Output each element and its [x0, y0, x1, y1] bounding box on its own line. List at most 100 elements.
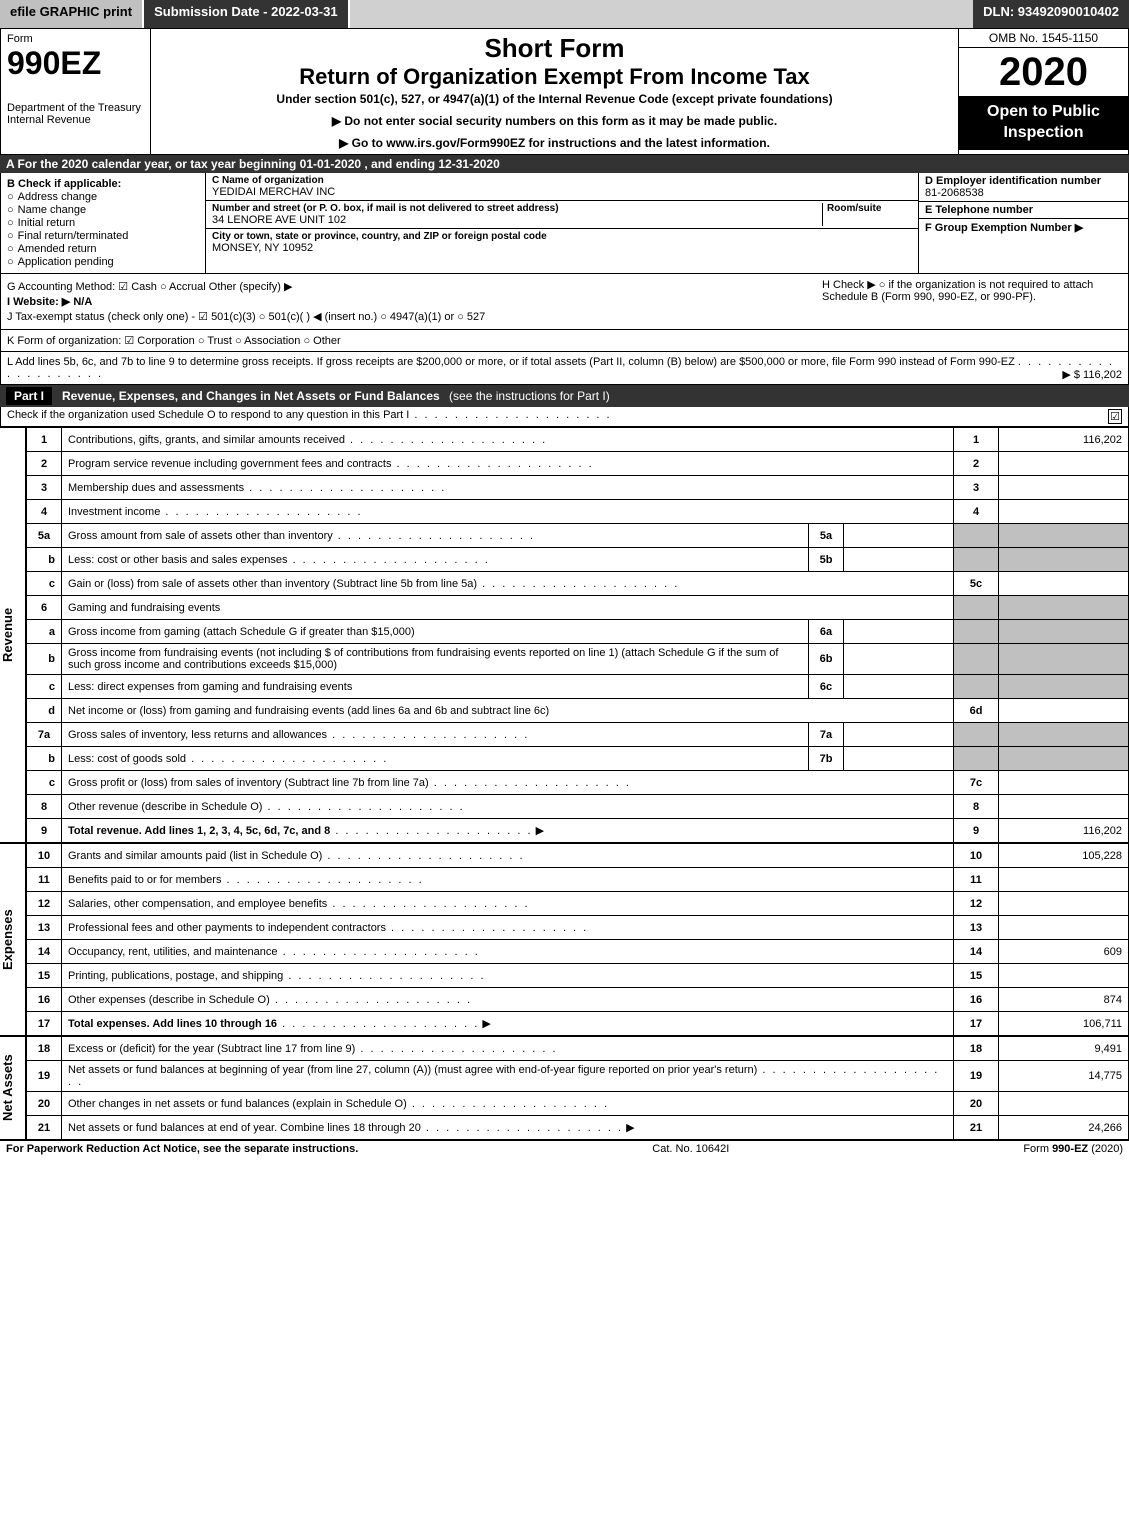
- l1-desc: Contributions, gifts, grants, and simila…: [68, 434, 547, 446]
- addr-value: 34 LENORE AVE UNIT 102: [212, 214, 822, 226]
- l20-rnum: 20: [954, 1092, 999, 1116]
- l5c-num: c: [27, 572, 62, 596]
- l14-num: 14: [27, 940, 62, 964]
- line-7c: c Gross profit or (loss) from sales of i…: [27, 771, 1129, 795]
- netassets-section: Net Assets 18 Excess or (deficit) for th…: [0, 1036, 1129, 1140]
- check-name-change[interactable]: Name change: [7, 204, 199, 216]
- org-name-label: C Name of organization: [212, 175, 912, 186]
- l8-rnum: 8: [954, 795, 999, 819]
- open-to-public: Open to Public Inspection: [959, 96, 1128, 150]
- subtitle-section: Under section 501(c), 527, or 4947(a)(1)…: [161, 92, 948, 106]
- l3-amt: [999, 476, 1129, 500]
- l9-amt: 116,202: [999, 819, 1129, 843]
- line-3: 3 Membership dues and assessments 3: [27, 476, 1129, 500]
- l6c-inlab: 6c: [809, 675, 844, 699]
- l7c-rnum: 7c: [954, 771, 999, 795]
- l7a-desc: Gross sales of inventory, less returns a…: [68, 729, 529, 741]
- box-b-title: B Check if applicable:: [7, 178, 199, 190]
- l10-amt: 105,228: [999, 844, 1129, 868]
- part-i-header: Part I Revenue, Expenses, and Changes in…: [0, 385, 1129, 407]
- l6c-num: c: [27, 675, 62, 699]
- check-application-pending[interactable]: Application pending: [7, 256, 199, 268]
- l11-amt: [999, 868, 1129, 892]
- omb-number: OMB No. 1545-1150: [959, 29, 1128, 48]
- l6d-num: d: [27, 699, 62, 723]
- entity-block: B Check if applicable: Address change Na…: [0, 173, 1129, 274]
- line-l-text: L Add lines 5b, 6c, and 7b to line 9 to …: [7, 356, 1015, 368]
- l17-rnum: 17: [954, 1012, 999, 1036]
- goto-link[interactable]: ▶ Go to www.irs.gov/Form990EZ for instru…: [161, 136, 948, 150]
- line-1: 1 Contributions, gifts, grants, and simi…: [27, 428, 1129, 452]
- l18-desc: Excess or (deficit) for the year (Subtra…: [68, 1043, 558, 1055]
- l6d-desc: Net income or (loss) from gaming and fun…: [62, 699, 954, 723]
- l6-num: 6: [27, 596, 62, 620]
- l19-amt: 14,775: [999, 1061, 1129, 1092]
- org-name-value: YEDIDAI MERCHAV INC: [212, 186, 912, 198]
- line-7b: b Less: cost of goods sold 7b: [27, 747, 1129, 771]
- l10-num: 10: [27, 844, 62, 868]
- l5a-rnum: [954, 524, 999, 548]
- line-l-amount: ▶ $ 116,202: [1062, 368, 1122, 381]
- dept-label: Department of the Treasury: [7, 102, 144, 114]
- check-address-change[interactable]: Address change: [7, 191, 199, 203]
- box-c: C Name of organization YEDIDAI MERCHAV I…: [206, 173, 918, 273]
- line-2: 2 Program service revenue including gove…: [27, 452, 1129, 476]
- l18-num: 18: [27, 1037, 62, 1061]
- l14-amt: 609: [999, 940, 1129, 964]
- l5b-rnum: [954, 548, 999, 572]
- line-12: 12 Salaries, other compensation, and emp…: [27, 892, 1129, 916]
- l19-desc: Net assets or fund balances at beginning…: [68, 1064, 939, 1088]
- check-final-return[interactable]: Final return/terminated: [7, 230, 199, 242]
- line-5c: c Gain or (loss) from sale of assets oth…: [27, 572, 1129, 596]
- l8-num: 8: [27, 795, 62, 819]
- l6b-num: b: [27, 644, 62, 675]
- l6d-amt: [999, 699, 1129, 723]
- efile-print-button[interactable]: efile GRAPHIC print: [0, 0, 144, 28]
- l15-num: 15: [27, 964, 62, 988]
- l7c-desc: Gross profit or (loss) from sales of inv…: [68, 777, 631, 789]
- l20-amt: [999, 1092, 1129, 1116]
- netassets-table: 18 Excess or (deficit) for the year (Sub…: [26, 1036, 1129, 1140]
- l2-num: 2: [27, 452, 62, 476]
- page-footer: For Paperwork Reduction Act Notice, see …: [0, 1140, 1129, 1157]
- line-gh: G Accounting Method: ☑ Cash ○ Accrual Ot…: [0, 274, 1129, 330]
- l5a-inval: [844, 524, 954, 548]
- l17-num: 17: [27, 1012, 62, 1036]
- part-i-checkbox[interactable]: ☑: [1108, 409, 1122, 424]
- group-exemption-label: F Group Exemption Number ▶: [925, 221, 1122, 234]
- l6b-inval: [844, 644, 954, 675]
- form-header: Form 990EZ Department of the Treasury In…: [0, 28, 1129, 155]
- l8-amt: [999, 795, 1129, 819]
- l15-amt: [999, 964, 1129, 988]
- l12-num: 12: [27, 892, 62, 916]
- l14-desc: Occupancy, rent, utilities, and maintena…: [68, 946, 480, 958]
- line-17: 17 Total expenses. Add lines 10 through …: [27, 1012, 1129, 1036]
- l2-amt: [999, 452, 1129, 476]
- footer-right: Form 990-EZ (2020): [1023, 1143, 1123, 1155]
- l6b-desc: Gross income from fundraising events (no…: [62, 644, 809, 675]
- title-short-form: Short Form: [161, 33, 948, 64]
- l21-desc: Net assets or fund balances at end of ye…: [68, 1122, 623, 1134]
- l5a-desc: Gross amount from sale of assets other t…: [68, 530, 535, 542]
- ein-value: 81-2068538: [925, 187, 1122, 199]
- l1-amt: 116,202: [999, 428, 1129, 452]
- l11-desc: Benefits paid to or for members: [68, 874, 424, 886]
- line-h: H Check ▶ ○ if the organization is not r…: [822, 278, 1122, 325]
- l5c-rnum: 5c: [954, 572, 999, 596]
- check-amended-return[interactable]: Amended return: [7, 243, 199, 255]
- check-initial-return[interactable]: Initial return: [7, 217, 199, 229]
- footer-left: For Paperwork Reduction Act Notice, see …: [6, 1143, 358, 1155]
- line-14: 14 Occupancy, rent, utilities, and maint…: [27, 940, 1129, 964]
- form-label: Form: [7, 33, 144, 45]
- line-g: G Accounting Method: ☑ Cash ○ Accrual Ot…: [7, 280, 822, 293]
- l6a-inval: [844, 620, 954, 644]
- l6a-num: a: [27, 620, 62, 644]
- l12-amt: [999, 892, 1129, 916]
- l4-num: 4: [27, 500, 62, 524]
- l15-desc: Printing, publications, postage, and shi…: [68, 970, 486, 982]
- l20-num: 20: [27, 1092, 62, 1116]
- line-5a: 5a Gross amount from sale of assets othe…: [27, 524, 1129, 548]
- l6-desc: Gaming and fundraising events: [62, 596, 954, 620]
- form-number: 990EZ: [7, 45, 144, 82]
- l3-desc: Membership dues and assessments: [68, 482, 446, 494]
